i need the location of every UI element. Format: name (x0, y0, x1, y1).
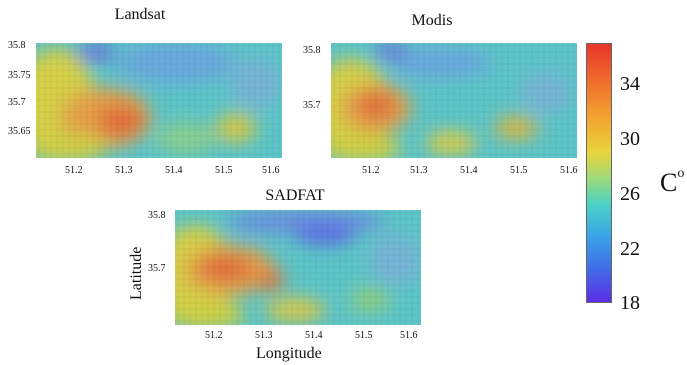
colorbar-tick-22: 22 (620, 238, 640, 260)
modis-xtick-1: 51.3 (410, 165, 428, 176)
modis-xtick-4: 51.6 (560, 165, 578, 176)
sadfat-xtick-3: 51.5 (355, 330, 373, 341)
modis-xtick-0: 51.2 (362, 165, 380, 176)
landsat-ytick-1: 35.75 (8, 70, 31, 81)
sadfat-xtick-4: 51.6 (400, 330, 418, 341)
modis-xtick-2: 51.4 (460, 165, 478, 176)
colorbar-tick-18: 18 (620, 292, 640, 314)
landsat-xtick-2: 51.4 (165, 165, 183, 176)
modis-xtick-3: 51.5 (510, 165, 528, 176)
colorbar-tick-26: 26 (620, 183, 640, 205)
modis-heatmap (331, 43, 577, 158)
colorbar-unit-letter: C (660, 168, 678, 197)
sadfat-map (175, 210, 421, 325)
modis-map (331, 43, 577, 158)
landsat-xtick-4: 51.6 (262, 165, 280, 176)
landsat-ytick-3: 35.65 (8, 126, 31, 137)
x-axis-label: Longitude (256, 345, 322, 362)
sadfat-ytick-0: 35.8 (148, 210, 166, 221)
sadfat-xtick-2: 51.4 (305, 330, 323, 341)
modis-ytick-1: 35.7 (303, 100, 321, 111)
panel-title-landsat: Landsat (114, 6, 166, 23)
landsat-heatmap (36, 43, 282, 158)
colorbar-tick-34: 34 (620, 73, 640, 95)
sadfat-heatmap (175, 210, 421, 325)
landsat-map (36, 43, 282, 158)
panel-title-sadfat: SADFAT (265, 187, 325, 204)
colorbar-unit: Co (660, 166, 685, 198)
landsat-ytick-2: 35.7 (8, 97, 26, 108)
sadfat-ytick-1: 35.7 (148, 263, 166, 274)
colorbar-unit-degree: o (677, 166, 685, 182)
panel-title-modis: Modis (411, 12, 453, 29)
landsat-ytick-0: 35.8 (8, 40, 26, 51)
landsat-xtick-0: 51.2 (65, 165, 83, 176)
landsat-xtick-1: 51.3 (115, 165, 133, 176)
colorbar (586, 43, 612, 303)
landsat-xtick-3: 51.5 (215, 165, 233, 176)
sadfat-xtick-1: 51.3 (255, 330, 273, 341)
y-axis-label: Latitude (128, 246, 145, 300)
colorbar-tick-30: 30 (620, 128, 640, 150)
modis-ytick-0: 35.8 (303, 45, 321, 56)
sadfat-xtick-0: 51.2 (205, 330, 223, 341)
